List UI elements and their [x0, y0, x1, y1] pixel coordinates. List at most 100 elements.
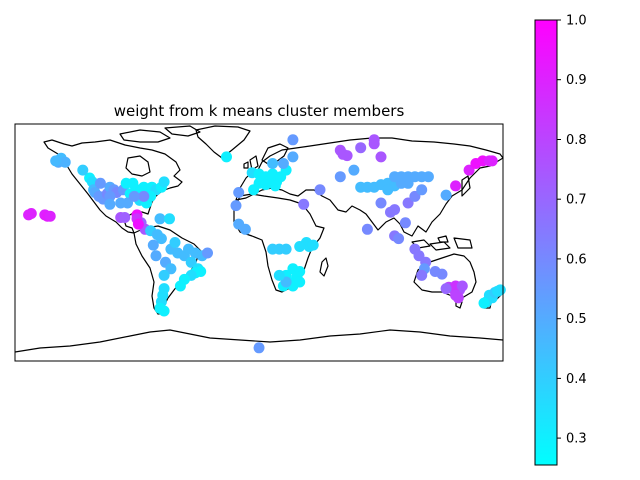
data-point [456, 280, 468, 292]
data-point [450, 180, 462, 192]
data-point [416, 269, 428, 281]
data-point [25, 208, 37, 219]
data-point [478, 297, 490, 309]
data-point [287, 151, 299, 163]
data-point [409, 190, 421, 202]
data-point [169, 237, 181, 248]
data-point [341, 150, 353, 162]
data-point [375, 197, 387, 209]
colorbar-tick-label: 0.8 [566, 133, 587, 148]
data-point [280, 276, 292, 288]
data-point [382, 184, 394, 196]
colorbar-ticks: 0.3 0.4 0.5 0.6 0.7 0.8 0.9 1.0 [557, 14, 587, 447]
data-point [150, 250, 162, 262]
data-point [147, 239, 159, 251]
map-title: weight from k means cluster members [114, 102, 405, 120]
data-point [119, 212, 131, 223]
coastline-eurasia [235, 137, 504, 237]
data-point [104, 190, 116, 202]
data-point [260, 179, 272, 191]
data-point [277, 158, 289, 169]
colorbar-tick-label: 1.0 [566, 14, 587, 29]
colorbar-tick-label: 0.4 [566, 372, 587, 387]
data-point [294, 241, 306, 252]
data-point [50, 155, 62, 167]
data-point [280, 243, 292, 255]
data-point [59, 156, 71, 168]
data-point [164, 213, 175, 225]
data-point [230, 200, 242, 212]
data-point [233, 187, 245, 198]
data-point [368, 134, 380, 146]
data-point [221, 151, 232, 163]
data-point [402, 197, 414, 209]
data-point [399, 217, 411, 229]
coastline-hudson-bay [125, 155, 151, 177]
colorbar-tick-label: 0.6 [566, 252, 587, 267]
data-point [389, 204, 401, 216]
data-point [132, 218, 144, 230]
data-point [128, 190, 140, 202]
colorbar: 0.3 0.4 0.5 0.6 0.7 0.8 0.9 1.0 [534, 14, 587, 466]
coastline-japan [461, 175, 471, 197]
coastline-arctic-islands [119, 125, 201, 143]
data-point [77, 164, 89, 176]
coastline-south-america [133, 225, 201, 315]
data-point [158, 305, 170, 317]
data-point [413, 250, 425, 262]
data-point [158, 269, 170, 281]
coastline-antarctica [14, 329, 504, 353]
data-point [440, 283, 452, 295]
data-point [155, 233, 167, 245]
data-point [375, 151, 387, 163]
data-point [233, 218, 245, 230]
data-point [104, 198, 116, 210]
data-point [273, 269, 285, 281]
data-point [463, 164, 475, 176]
data-point [44, 210, 56, 222]
data-point [348, 164, 360, 176]
data-point [165, 263, 177, 275]
colorbar-tick-label: 0.9 [566, 73, 587, 88]
data-point [416, 184, 428, 196]
colorbar-tick-label: 0.5 [566, 312, 587, 327]
data-point [393, 233, 405, 245]
coastline-indonesia [411, 235, 473, 251]
map-border [14, 123, 504, 362]
data-point [195, 266, 207, 277]
coastline-north-america [43, 139, 183, 234]
map-axes [14, 123, 506, 362]
data-point [440, 189, 452, 201]
coastlines [14, 125, 504, 353]
data-point [361, 223, 373, 235]
data-point [154, 213, 166, 225]
data-point [294, 276, 306, 288]
coastline-greenland [195, 125, 251, 159]
data-point [307, 239, 319, 251]
point-layer [23, 134, 506, 354]
data-point [334, 171, 346, 183]
map-background [15, 124, 503, 361]
data-point [267, 158, 279, 169]
data-point [422, 171, 434, 183]
data-point [298, 198, 310, 210]
data-point [115, 197, 127, 209]
data-point [287, 134, 299, 146]
data-point [185, 256, 197, 268]
coastline-british-isles [243, 155, 259, 171]
data-point [202, 247, 213, 259]
colorbar-tick-label: 0.3 [566, 432, 587, 447]
colorbar-tick-label: 0.7 [566, 193, 587, 208]
data-point [174, 280, 186, 292]
data-point [452, 292, 464, 304]
data-point [158, 176, 170, 188]
data-point [355, 142, 367, 154]
data-point [314, 184, 326, 196]
data-point [436, 268, 448, 280]
data-point [138, 190, 150, 202]
data-point [494, 284, 506, 296]
coastline-australia [413, 253, 477, 299]
data-point [253, 342, 265, 354]
data-point [94, 177, 106, 189]
